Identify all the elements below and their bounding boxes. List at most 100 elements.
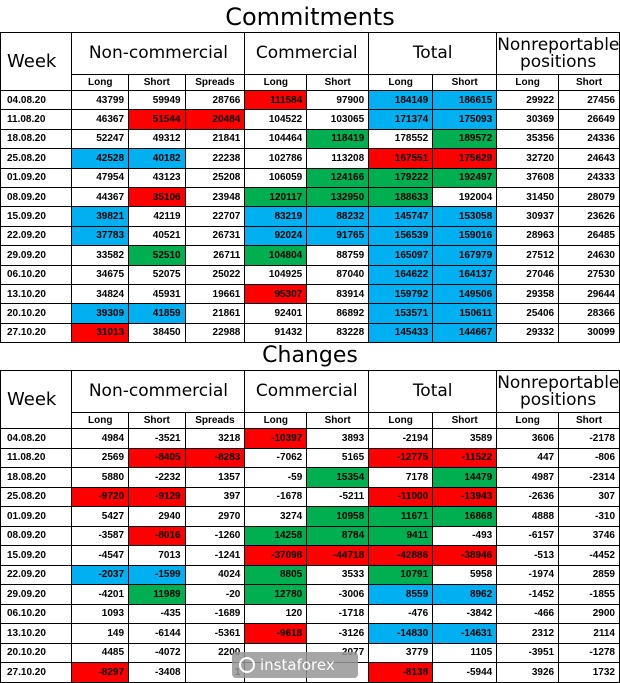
value-cell: 124166 — [306, 167, 370, 188]
week-cell: 20.10.20 — [0, 642, 73, 663]
week-cell: 04.08.20 — [0, 89, 73, 111]
value-cell: 92401 — [244, 303, 308, 324]
value-cell: -2037 — [71, 564, 130, 585]
value-cell: 83219 — [244, 206, 308, 227]
value-cell: -2194 — [368, 428, 434, 449]
value-cell: 28366 — [558, 303, 620, 324]
value-cell: 83914 — [306, 283, 370, 305]
value-cell: 3926 — [496, 662, 560, 683]
week-cell: 29.09.20 — [0, 245, 73, 266]
value-cell: -8297 — [71, 662, 130, 683]
value-cell: 25022 — [184, 264, 246, 285]
value-cell: 307 — [558, 486, 620, 507]
value-cell: 10791 — [368, 564, 434, 585]
noncommercial-header: Non-commercial — [71, 32, 246, 75]
value-cell: -493 — [432, 525, 498, 546]
value-cell: 1357 — [184, 467, 246, 488]
column-header: Long — [71, 74, 130, 91]
value-cell: 165097 — [368, 245, 434, 266]
value-cell: 29922 — [496, 89, 560, 111]
value-cell: 132950 — [306, 186, 370, 208]
value-cell: 26485 — [558, 225, 620, 247]
value-cell: 159016 — [432, 225, 498, 247]
nonreportable-header: Nonreportable positions — [496, 32, 620, 75]
value-cell: -9720 — [71, 486, 130, 507]
value-cell: 5958 — [432, 564, 498, 585]
value-cell: 3746 — [558, 525, 620, 546]
value-cell: 35356 — [496, 128, 560, 150]
week-cell: 01.09.20 — [0, 167, 73, 188]
value-cell: 40521 — [128, 225, 186, 247]
value-cell: 4485 — [71, 642, 130, 663]
value-cell: 27456 — [558, 89, 620, 111]
value-cell: -310 — [558, 506, 620, 527]
value-cell: 103065 — [306, 109, 370, 130]
value-cell: -59 — [244, 467, 308, 488]
value-cell: -1278 — [558, 642, 620, 663]
value-cell: 8784 — [306, 525, 370, 546]
table-row: 20.10.204485-40722200207737791105-3951-1… — [0, 642, 620, 663]
table-row: 13.10.20 34824 45931 19661 95307 83914 159792 1… — [0, 283, 620, 305]
value-cell: 26711 — [184, 245, 246, 266]
value-cell: -3587 — [71, 525, 130, 546]
table-row: 04.08.20 43799 59949 28766 111584 97900 184149… — [0, 89, 620, 111]
value-cell: -806 — [558, 447, 620, 468]
value-cell: -37098 — [244, 545, 308, 566]
table-row: 22.09.20 -2037 -1599 4024 8805 3533 10791 5958-… — [0, 564, 620, 585]
value-cell: 4888 — [496, 506, 560, 527]
value-cell: 120 — [244, 603, 308, 624]
value-cell: 104464 — [244, 128, 308, 150]
value-cell: 25208 — [184, 167, 246, 188]
week-cell: 06.10.20 — [0, 264, 73, 285]
instaforex-watermark: instaforex — [232, 652, 358, 678]
value-cell: -7062 — [244, 447, 308, 468]
value-cell: -1718 — [306, 603, 370, 624]
value-cell: -3006 — [306, 584, 370, 605]
value-cell: 30937 — [496, 206, 560, 227]
column-header: Long — [244, 412, 308, 429]
value-cell: 34675 — [71, 264, 130, 285]
value-cell: 14479 — [432, 467, 498, 488]
value-cell: -11522 — [432, 447, 498, 468]
value-cell: 39821 — [71, 206, 130, 227]
week-cell: 08.09.20 — [0, 186, 73, 208]
column-header: Short — [306, 74, 370, 91]
value-cell: 186615 — [432, 89, 498, 111]
week-cell: 13.10.20 — [0, 623, 73, 644]
week-cell: 08.09.20 — [0, 525, 73, 546]
week-cell: 22.09.20 — [0, 564, 73, 585]
value-cell: 171374 — [368, 109, 434, 130]
column-header: Short — [432, 74, 498, 91]
value-cell: 52075 — [128, 264, 186, 285]
column-header: Short — [558, 412, 620, 429]
value-cell: -13943 — [432, 486, 498, 507]
week-cell: 15.09.20 — [0, 545, 73, 566]
value-cell: 192497 — [432, 167, 498, 188]
value-cell: 4984 — [71, 428, 130, 449]
value-cell: 153058 — [432, 206, 498, 227]
value-cell: -1689 — [184, 603, 246, 624]
value-cell: 2859 — [558, 564, 620, 585]
week-cell: 25.08.20 — [0, 486, 73, 507]
value-cell: -5361 — [184, 623, 246, 644]
value-cell: 10958 — [306, 506, 370, 527]
value-cell: -5211 — [306, 486, 370, 507]
commitments-title: Commitments — [225, 3, 395, 31]
value-cell: 175093 — [432, 109, 498, 130]
value-cell: 43799 — [71, 89, 130, 111]
value-cell: -14631 — [432, 623, 498, 644]
commercial-header: Commercial — [244, 32, 370, 75]
value-cell: 24643 — [558, 148, 620, 169]
table-row: 15.09.20 39821 42119 22707 83219 88232 145747 1… — [0, 206, 620, 227]
table-row: 29.09.20 33582 52510 26711 104804 88759 165097… — [0, 245, 620, 266]
value-cell: 2114 — [558, 623, 620, 644]
week-cell: 27.10.20 — [0, 322, 73, 344]
value-cell: 51544 — [128, 109, 186, 130]
value-cell: 164137 — [432, 264, 498, 285]
changes-table: Week Non-commercial Commercial Total Nonrepo… — [0, 370, 620, 683]
value-cell: 19661 — [184, 283, 246, 305]
value-cell: 156539 — [368, 225, 434, 247]
value-cell: -38946 — [432, 545, 498, 566]
value-cell: 2312 — [496, 623, 560, 644]
value-cell: 21841 — [184, 128, 246, 150]
